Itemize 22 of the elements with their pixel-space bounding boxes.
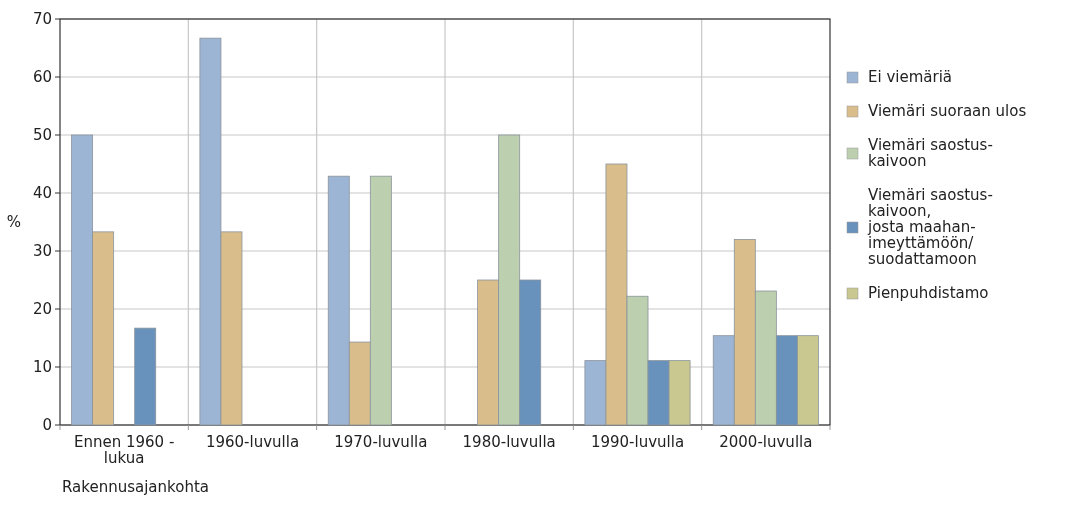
y-axis-title: % [6,213,22,232]
x-tick-label: 1960-luvulla [205,433,300,451]
x-tick-label: Ennen 1960 - lukua [73,433,175,467]
y-tick-label: 40 [32,184,52,203]
legend-label: Viemäri suoraan ulos [868,102,1027,120]
y-tick-label: 60 [32,68,52,87]
y-tick-label: 50 [32,126,52,145]
y-tick-label: 20 [32,300,52,319]
legend-label: Pienpuhdistamo [868,284,989,302]
legend-label: Viemäri saostus- kaivoon, josta maahan- imeyttämöön/ suodattamoon [867,186,993,268]
x-tick-label: 1970-luvulla [334,433,428,451]
y-tick-label: 30 [32,242,52,261]
y-tick-label: 0 [42,416,52,435]
x-tick-label: 1980-luvulla [462,433,556,451]
y-tick-label: 10 [32,358,52,377]
x-axis-title: Rakennusajankohta [62,478,209,496]
bar [134,327,157,426]
x-tick-label: 2000-luvulla [719,433,813,451]
legend-label: Viemäri saostus- kaivoon [868,136,993,170]
y-tick-label: 70 [32,10,52,29]
x-tick-label: 1990-luvulla [590,433,685,451]
legend-label: Ei viemäriä [868,68,953,86]
